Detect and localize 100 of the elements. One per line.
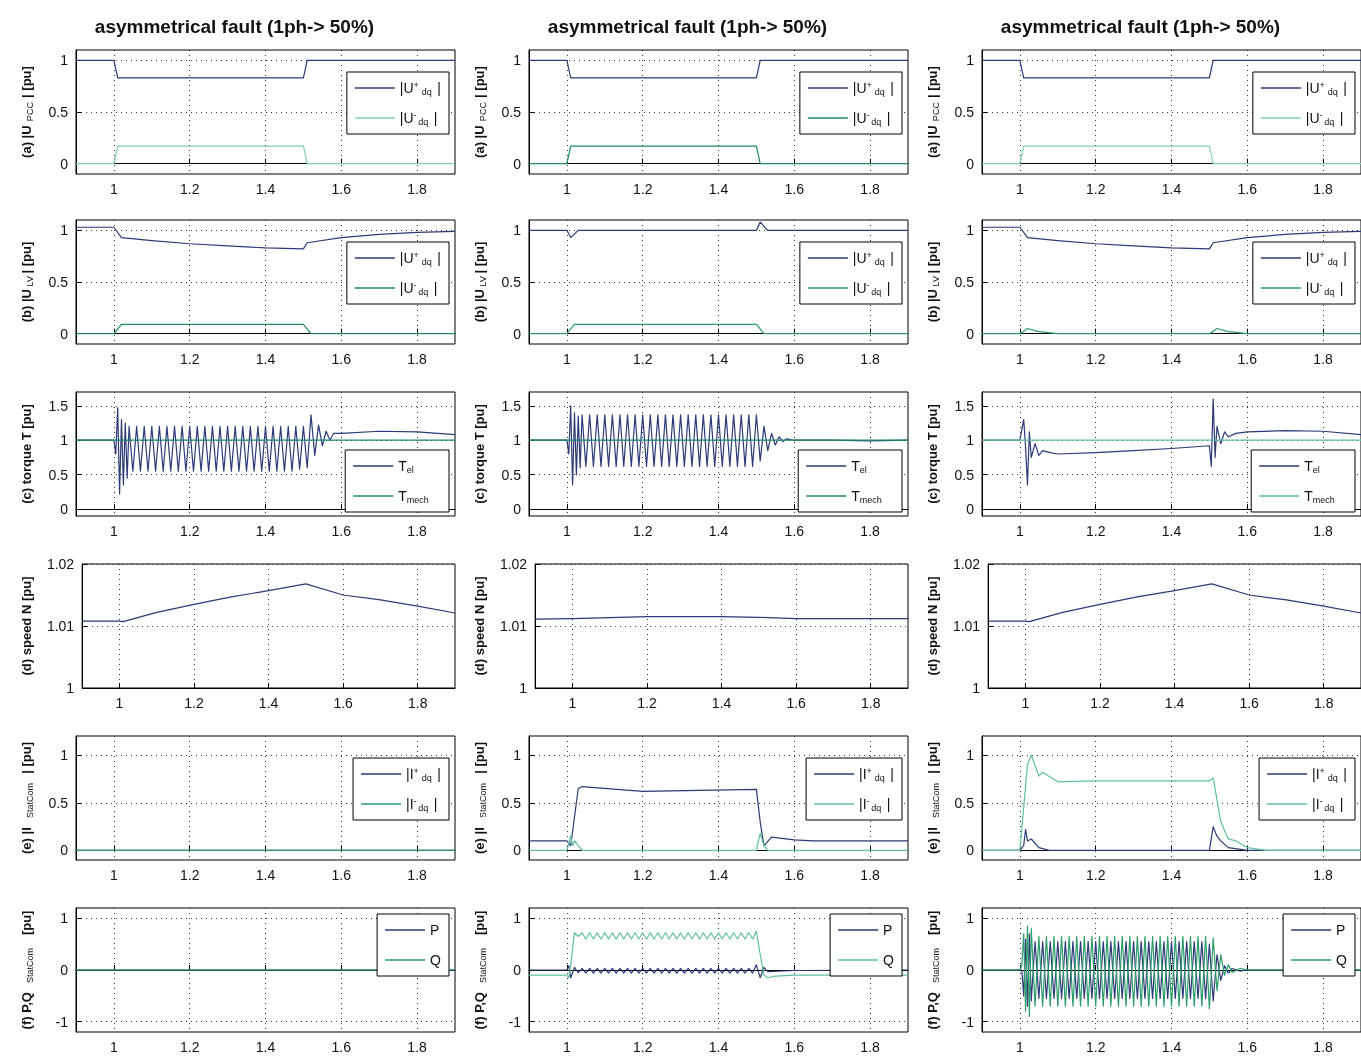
y-tick-label: 0.5 — [501, 466, 522, 483]
y-tick-label: 1 — [513, 52, 522, 69]
x-tick-label: 1.8 — [407, 523, 428, 539]
x-tick-label: 1.6 — [784, 867, 805, 883]
y-axis-title: (b) |ULV| [pu] — [924, 241, 941, 323]
y-tick-label: 1 — [60, 910, 69, 927]
x-tick-label: 1.8 — [407, 181, 428, 197]
x-tick-label: 1.6 — [1237, 181, 1258, 197]
x-tick-label: 1 — [110, 1039, 118, 1055]
x-tick-label: 1.2 — [632, 351, 653, 367]
y-tick-label: 1.5 — [954, 397, 975, 414]
x-tick-label: 1.2 — [179, 523, 200, 539]
y-tick-label: 1 — [966, 222, 975, 239]
y-axis-title: (a) |UPCC| [pu] — [924, 66, 941, 158]
y-tick-label: 0 — [60, 501, 69, 518]
x-tick-label: 1.8 — [860, 695, 881, 711]
legend-label: Q — [1336, 952, 1348, 968]
x-tick-label: 1.8 — [407, 695, 428, 711]
x-tick-label: 1 — [1016, 181, 1024, 197]
x-tick-label: 1 — [110, 181, 118, 197]
x-tick-label: 1.8 — [860, 1039, 881, 1055]
y-tick-label: 0.5 — [954, 794, 975, 811]
x-tick-label: 1.6 — [331, 867, 352, 883]
x-tick-label: 1.8 — [407, 867, 428, 883]
y-tick-label: 1 — [513, 747, 522, 764]
y-tick-label: 1.01 — [952, 618, 981, 634]
legend-label: |I+dq| — [406, 765, 441, 783]
x-tick-label: 1.6 — [333, 695, 354, 711]
x-tick-label: 1.6 — [784, 1039, 805, 1055]
y-tick-label: 0.5 — [501, 104, 522, 120]
x-tick-label: 1.2 — [1085, 867, 1106, 883]
chart-title: asymmetrical fault (1ph-> 50%) — [94, 16, 375, 37]
x-tick-label: 1.2 — [1090, 695, 1110, 711]
x-tick-label: 1.4 — [255, 523, 276, 539]
y-tick-label: 1 — [519, 680, 528, 696]
x-tick-label: 1.4 — [1161, 351, 1182, 367]
y-tick-label: 1.5 — [501, 397, 522, 414]
x-tick-label: 1.2 — [179, 1039, 200, 1055]
y-tick-label: 1 — [513, 910, 522, 927]
legend-label: |I+dq| — [1312, 765, 1347, 783]
x-tick-label: 1.4 — [255, 867, 276, 883]
x-tick-label: 1.4 — [708, 181, 729, 197]
x-tick-label: 1 — [1021, 695, 1030, 711]
x-tick-label: 1.6 — [331, 523, 352, 539]
x-tick-label: 1.6 — [1237, 351, 1258, 367]
y-tick-label: 0.5 — [501, 794, 522, 811]
legend-label: |I+dq| — [859, 765, 894, 783]
legend-label: |U+dq| — [399, 249, 441, 267]
x-tick-label: 1.4 — [708, 351, 729, 367]
legend-label: |U+dq| — [852, 79, 894, 97]
x-tick-label: 1.2 — [632, 867, 653, 883]
y-tick-label: 1 — [60, 432, 69, 449]
legend-label: |U-dq| — [852, 279, 891, 297]
x-tick-label: 1.2 — [179, 351, 200, 367]
y-tick-label: 0 — [513, 842, 522, 859]
y-tick-label: 1 — [966, 747, 975, 764]
legend-label: |U+dq| — [852, 249, 894, 267]
x-tick-label: 1 — [110, 523, 118, 539]
chart-title: asymmetrical fault (1ph-> 50%) — [1000, 16, 1281, 37]
y-tick-label: 0.5 — [48, 794, 69, 811]
y-tick-label: 0.5 — [954, 104, 975, 120]
y-tick-label: 0 — [513, 155, 522, 172]
x-tick-label: 1 — [563, 181, 571, 197]
x-tick-label: 1.8 — [1313, 181, 1334, 197]
legend-label: |U-dq| — [1305, 279, 1344, 297]
legend-label: |U-dq| — [1305, 109, 1344, 127]
y-tick-label: 0 — [513, 325, 522, 342]
legend-label: |U-dq| — [852, 109, 891, 127]
x-tick-label: 1 — [115, 695, 124, 711]
x-tick-label: 1.4 — [1161, 867, 1182, 883]
x-tick-label: 1.2 — [184, 695, 204, 711]
y-tick-label: 0 — [60, 842, 69, 859]
y-tick-label: 0 — [966, 325, 975, 342]
y-tick-label: 1 — [60, 52, 69, 69]
y-axis-title: (a) |UPCC| [pu] — [18, 66, 35, 158]
x-tick-label: 1.2 — [1085, 181, 1106, 197]
legend-label: |U-dq| — [399, 279, 438, 297]
x-tick-label: 1.4 — [708, 1039, 729, 1055]
x-tick-label: 1.8 — [407, 351, 428, 367]
x-tick-label: 1.4 — [708, 867, 729, 883]
y-axis-title: (b) |ULV| [pu] — [471, 241, 488, 323]
x-tick-label: 1.2 — [632, 1039, 653, 1055]
chart-title: asymmetrical fault (1ph-> 50%) — [547, 16, 828, 37]
legend-label: P — [1336, 922, 1346, 938]
legend-label: |U+dq| — [399, 79, 441, 97]
x-tick-label: 1 — [1016, 1039, 1024, 1055]
x-tick-label: 1 — [110, 351, 118, 367]
y-axis-title: (c) torque T [pu] — [924, 404, 940, 504]
legend-label: P — [430, 922, 440, 938]
x-tick-label: 1 — [1016, 523, 1024, 539]
x-tick-label: 1 — [568, 695, 577, 711]
y-tick-label: -1 — [508, 1013, 522, 1030]
x-tick-label: 1.4 — [255, 351, 276, 367]
legend-label: |I-dq| — [1312, 795, 1344, 813]
y-tick-label: 0.5 — [954, 274, 975, 290]
x-tick-label: 1.8 — [1313, 867, 1334, 883]
x-tick-label: 1.4 — [711, 695, 732, 711]
x-tick-label: 1.6 — [331, 1039, 352, 1055]
x-tick-label: 1.6 — [1239, 695, 1260, 711]
y-tick-label: 0.5 — [48, 274, 69, 290]
